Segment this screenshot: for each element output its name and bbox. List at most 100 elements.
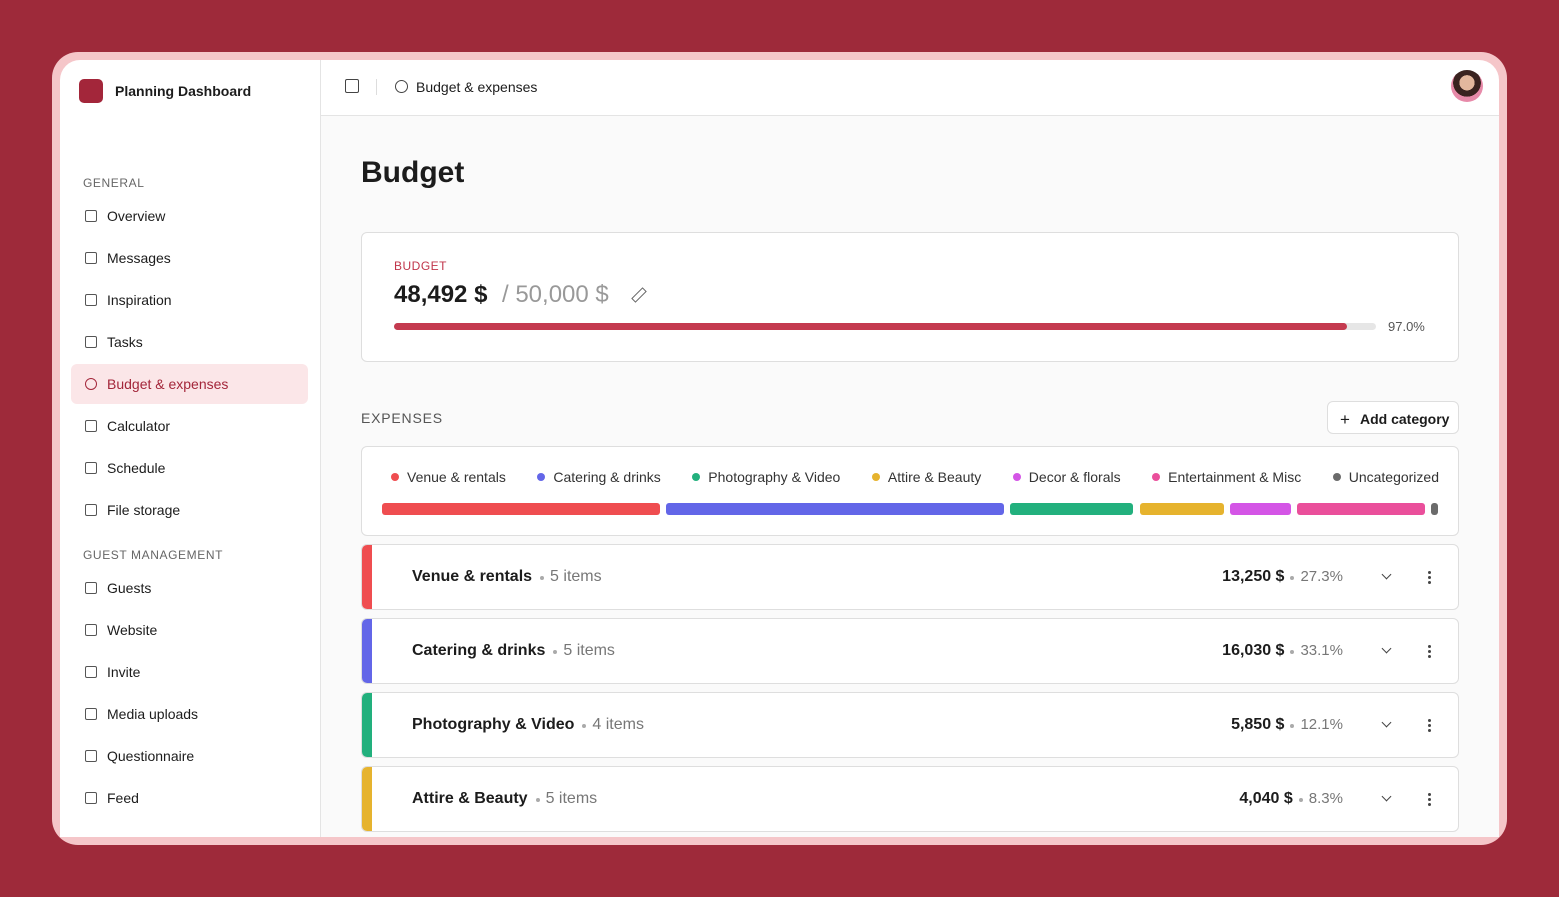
- legend-label[interactable]: Entertainment & Misc: [1168, 469, 1302, 485]
- brand-logo: [79, 79, 103, 103]
- legend-segment: [1139, 503, 1225, 515]
- legend-dot: [1012, 473, 1021, 481]
- expand-chevron[interactable]: [1381, 643, 1392, 654]
- legend-label[interactable]: Photography & Video: [708, 469, 841, 485]
- nav-icon: [85, 624, 97, 636]
- legend-segment: [382, 503, 661, 515]
- nav-label: Inspiration: [107, 292, 172, 308]
- nav-item[interactable]: Overview: [71, 196, 308, 236]
- nav-item[interactable]: Messages: [71, 238, 308, 278]
- legend-label[interactable]: Catering & drinks: [553, 469, 661, 485]
- nav-label: File storage: [107, 502, 181, 518]
- divider: [376, 79, 377, 95]
- category-name: Photography & Video: [412, 716, 575, 733]
- nav-item[interactable]: Questionnaire: [71, 736, 308, 776]
- nav-item[interactable]: Budget & expenses: [71, 364, 308, 404]
- menu-dot[interactable]: [1428, 571, 1431, 574]
- category-color: [362, 767, 372, 831]
- nav-item[interactable]: File storage: [71, 490, 308, 530]
- category-percent: 8.3%: [1308, 790, 1343, 807]
- menu-dot[interactable]: [1428, 581, 1431, 584]
- nav-label: Media uploads: [107, 706, 199, 722]
- legend-segment: [1230, 503, 1292, 515]
- brand-name[interactable]: Planning Dashboard: [115, 83, 252, 99]
- legend-label[interactable]: Decor & florals: [1028, 469, 1121, 485]
- expenses-title: EXPENSES: [361, 410, 443, 426]
- budget-total: / 50,000 $: [502, 281, 609, 308]
- legend-dot: [871, 473, 880, 481]
- main-content: Budget BUDGET 48,492 $ / 50,000 $ 97.0% …: [321, 115, 1499, 837]
- nav-icon: [85, 378, 97, 390]
- menu-dot[interactable]: [1428, 650, 1431, 653]
- section-title[interactable]: GUEST MANAGEMENT: [83, 548, 224, 562]
- breadcrumb-icon: [395, 80, 408, 93]
- nav-label: Messages: [107, 250, 171, 266]
- nav-icon: [85, 294, 97, 306]
- add-category-button[interactable]: + Add category: [1327, 401, 1459, 434]
- nav-icon: [85, 504, 97, 516]
- nav-icon: [85, 750, 97, 762]
- nav-icon: [85, 420, 97, 432]
- legend-dot: [1152, 473, 1161, 481]
- category-row[interactable]: Attire & Beauty 5 items 8.3% 4,040 $: [361, 766, 1459, 832]
- menu-dot[interactable]: [1428, 655, 1431, 658]
- nav-icon: [85, 582, 97, 594]
- nav-icon: [85, 252, 97, 264]
- button-label: Add category: [1360, 411, 1450, 427]
- section-title[interactable]: GENERAL: [83, 176, 145, 190]
- separator-dot: [1290, 724, 1295, 728]
- legend-segment: [1010, 503, 1134, 515]
- separator-dot: [540, 576, 545, 580]
- nav-label: Budget & expenses: [107, 376, 229, 392]
- separator-dot: [1290, 650, 1295, 654]
- menu-dot[interactable]: [1428, 724, 1431, 727]
- avatar[interactable]: [1451, 70, 1483, 102]
- category-name: Catering & drinks: [412, 642, 546, 659]
- category-row[interactable]: Venue & rentals 5 items 27.3% 13,250 $: [361, 544, 1459, 610]
- nav-label: Website: [107, 622, 158, 638]
- separator-dot: [553, 650, 558, 654]
- category-row[interactable]: Catering & drinks 5 items 33.1% 16,030 $: [361, 618, 1459, 684]
- menu-dot[interactable]: [1428, 645, 1431, 648]
- sidebar-toggle[interactable]: [345, 79, 359, 93]
- category-row[interactable]: Photography & Video 4 items 12.1% 5,850 $: [361, 692, 1459, 758]
- nav-item[interactable]: Media uploads: [71, 694, 308, 734]
- legend-dot: [1332, 473, 1341, 481]
- category-items: 5 items: [550, 568, 602, 585]
- category-name: Venue & rentals: [412, 568, 533, 585]
- nav-item[interactable]: Tasks: [71, 322, 308, 362]
- legend-label[interactable]: Attire & Beauty: [887, 469, 982, 485]
- expand-chevron[interactable]: [1381, 569, 1392, 580]
- nav-item[interactable]: Inspiration: [71, 280, 308, 320]
- budget-card: BUDGET 48,492 $ / 50,000 $ 97.0%: [361, 232, 1459, 362]
- menu-dot[interactable]: [1428, 576, 1431, 579]
- legend-label[interactable]: Uncategorized: [1348, 469, 1439, 485]
- legend-label[interactable]: Venue & rentals: [407, 469, 506, 485]
- menu-dot[interactable]: [1428, 729, 1431, 732]
- menu-dot[interactable]: [1428, 798, 1431, 801]
- expand-chevron[interactable]: [1381, 791, 1392, 802]
- nav-label: Schedule: [107, 460, 166, 476]
- menu-dot[interactable]: [1428, 719, 1431, 722]
- edit-icon[interactable]: [631, 287, 647, 303]
- category-amount: 5,850 $: [1231, 716, 1285, 733]
- category-amount: 16,030 $: [1222, 642, 1285, 659]
- nav-item[interactable]: Schedule: [71, 448, 308, 488]
- menu-dot[interactable]: [1428, 793, 1431, 796]
- legend-dot: [391, 473, 399, 481]
- progress-label: 97.0%: [1388, 319, 1425, 334]
- nav-item[interactable]: Guests: [71, 568, 308, 608]
- separator-dot: [535, 798, 540, 802]
- nav-item[interactable]: Calculator: [71, 406, 308, 446]
- category-name: Attire & Beauty: [412, 790, 528, 807]
- legend-card: Venue & rentals Catering & drinks Photogra…: [361, 446, 1459, 536]
- nav-item[interactable]: Invite: [71, 652, 308, 692]
- budget-spent: 48,492 $: [394, 281, 488, 308]
- menu-dot[interactable]: [1428, 803, 1431, 806]
- nav-item[interactable]: Feed: [71, 778, 308, 818]
- breadcrumb[interactable]: Budget & expenses: [416, 79, 538, 95]
- page-title: Budget: [361, 156, 465, 189]
- expand-chevron[interactable]: [1381, 717, 1392, 728]
- nav-item[interactable]: Website: [71, 610, 308, 650]
- nav-label: Invite: [107, 664, 141, 680]
